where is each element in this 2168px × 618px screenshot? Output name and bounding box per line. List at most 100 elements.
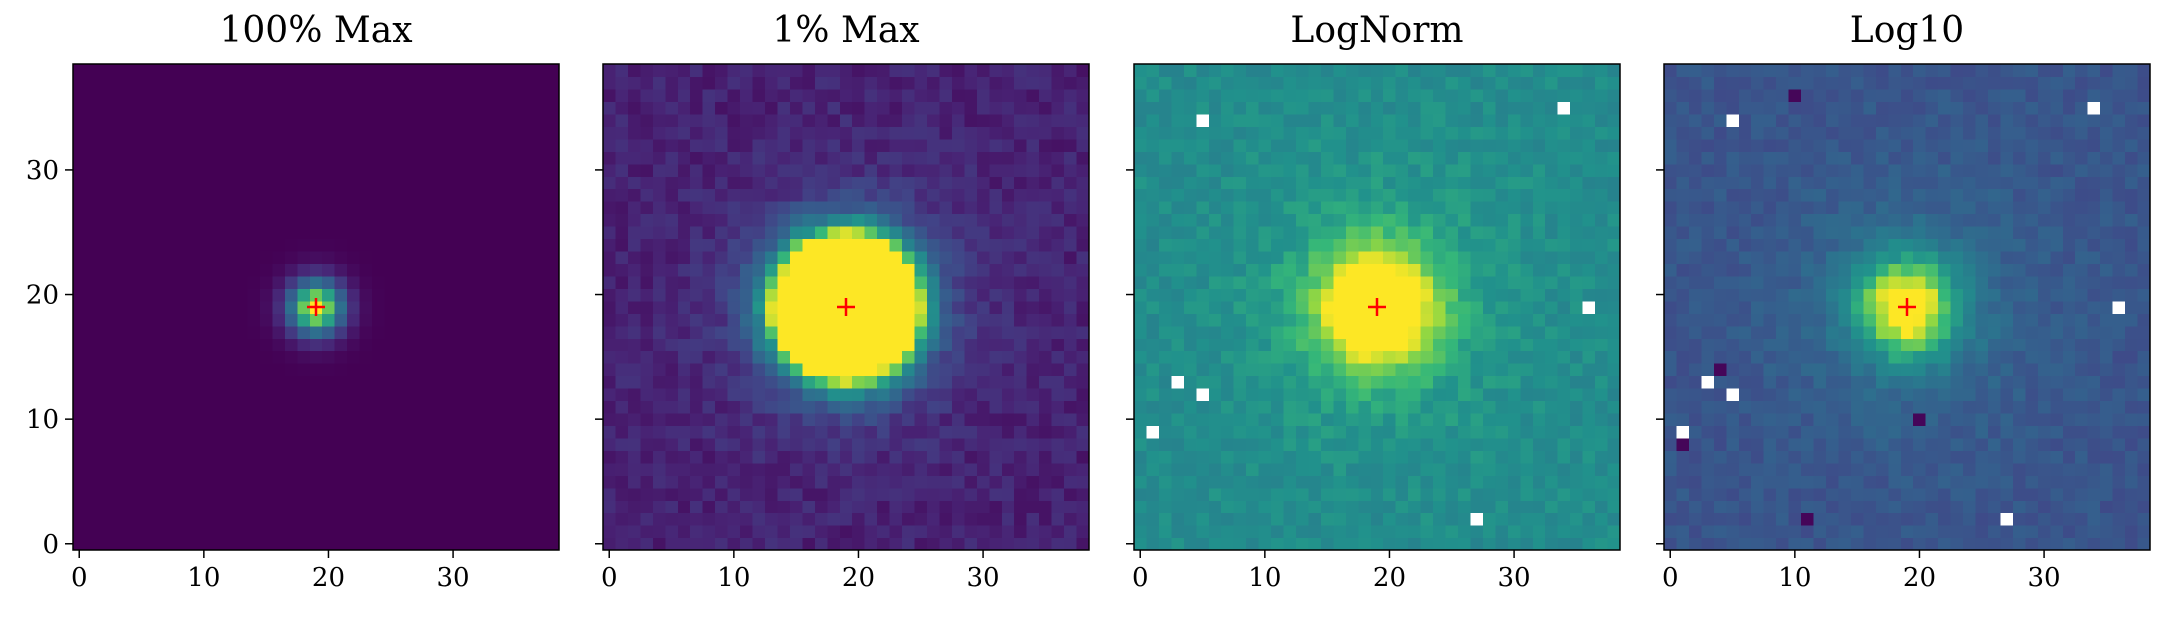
heatmap-cell (1039, 525, 1053, 539)
heatmap-cell (665, 201, 679, 215)
heatmap-cell (1582, 288, 1596, 302)
heatmap-cell (1001, 475, 1015, 489)
heatmap-cell (989, 388, 1003, 402)
heatmap-cell (665, 375, 679, 389)
heatmap-cell (2012, 437, 2026, 451)
heatmap-cell (752, 64, 766, 78)
heatmap-cell (839, 338, 853, 352)
heatmap-cell (1039, 88, 1053, 102)
heatmap-cell (247, 525, 261, 539)
heatmap-cell (740, 275, 754, 289)
heatmap-cell (852, 88, 866, 102)
heatmap-cell (309, 151, 323, 165)
heatmap-cell (534, 138, 548, 152)
heatmap-cell (496, 101, 510, 115)
heatmap-cell (521, 101, 535, 115)
heatmap-cell (1507, 151, 1521, 165)
heatmap-cell (284, 512, 298, 526)
heatmap-cell (2125, 462, 2139, 476)
heatmap-cell (1532, 64, 1546, 78)
heatmap-cell (309, 163, 323, 177)
heatmap-cell (627, 512, 641, 526)
heatmap-cell (185, 275, 199, 289)
heatmap-cell (902, 313, 916, 327)
heatmap-cell (2112, 525, 2126, 539)
heatmap-cell (1320, 126, 1334, 140)
heatmap-cell (1026, 76, 1040, 90)
heatmap-cell (409, 500, 423, 514)
heatmap-cell (752, 462, 766, 476)
heatmap-cell (864, 512, 878, 526)
heatmap-cell (446, 375, 460, 389)
heatmap-cell (1158, 275, 1172, 289)
heatmap-cell (1520, 138, 1534, 152)
heatmap-cell (1001, 188, 1015, 202)
heatmap-cell (1026, 126, 1040, 140)
heatmap-cell (852, 300, 866, 314)
heatmap-cell (1520, 525, 1534, 539)
heatmap-cell (1134, 113, 1148, 127)
heatmap-cell (484, 338, 498, 352)
heatmap-cell (1370, 500, 1384, 514)
heatmap-cell (197, 64, 211, 78)
heatmap-cell (1520, 151, 1534, 165)
heatmap-cell (1383, 213, 1397, 227)
heatmap-cell (160, 188, 174, 202)
heatmap-cell (1308, 263, 1322, 277)
heatmap-cell (1258, 400, 1272, 414)
heatmap-cell (1039, 163, 1053, 177)
heatmap-cell (1607, 151, 1621, 165)
heatmap-cell (122, 363, 136, 377)
heatmap-cell (1975, 425, 1989, 439)
heatmap-cell (1308, 88, 1322, 102)
heatmap-cell (1026, 525, 1040, 539)
heatmap-cell (964, 176, 978, 190)
heatmap-cell (914, 88, 928, 102)
heatmap-cell (359, 462, 373, 476)
heatmap-cell (1064, 500, 1078, 514)
heatmap-cell (740, 313, 754, 327)
heatmap-cell (434, 537, 448, 551)
heatmap-cell (902, 487, 916, 501)
heatmap-cell (1271, 412, 1285, 426)
heatmap-cell (1014, 537, 1028, 551)
heatmap-cell (1507, 263, 1521, 277)
heatmap-cell (496, 363, 510, 377)
heatmap-cell (1595, 375, 1609, 389)
heatmap-cell (677, 338, 691, 352)
heatmap-cell (1051, 64, 1065, 78)
heatmap-cell (1751, 500, 1765, 514)
heatmap-cell (1039, 76, 1053, 90)
heatmap-cell (197, 151, 211, 165)
heatmap-cell (902, 250, 916, 264)
heatmap-cell (85, 338, 99, 352)
heatmap-cell (839, 500, 853, 514)
heatmap-cell (334, 313, 348, 327)
heatmap-cell (939, 437, 953, 451)
heatmap-cell (1258, 250, 1272, 264)
heatmap-cell (384, 388, 398, 402)
heatmap-cell (1900, 512, 1914, 526)
heatmap-cell (1051, 350, 1065, 364)
heatmap-cell (509, 101, 523, 115)
heatmap-cell (1258, 425, 1272, 439)
heatmap-cell (1507, 475, 1521, 489)
heatmap-cell (247, 64, 261, 78)
heatmap-cell (2112, 500, 2126, 514)
x-tick-label: 30 (1498, 563, 1531, 593)
heatmap-cell (97, 300, 111, 314)
heatmap-cell (964, 250, 978, 264)
heatmap-cell (397, 300, 411, 314)
heatmap-cell (235, 338, 249, 352)
heatmap-cell (534, 263, 548, 277)
heatmap-cell (459, 363, 473, 377)
heatmap-cell (715, 250, 729, 264)
heatmap-cell (765, 113, 779, 127)
heatmap-cell (1963, 450, 1977, 464)
heatmap-cell (1950, 500, 1964, 514)
heatmap-cell (1001, 375, 1015, 389)
heatmap-cell (1001, 512, 1015, 526)
heatmap-cell (73, 113, 87, 127)
heatmap-cell (1595, 88, 1609, 102)
